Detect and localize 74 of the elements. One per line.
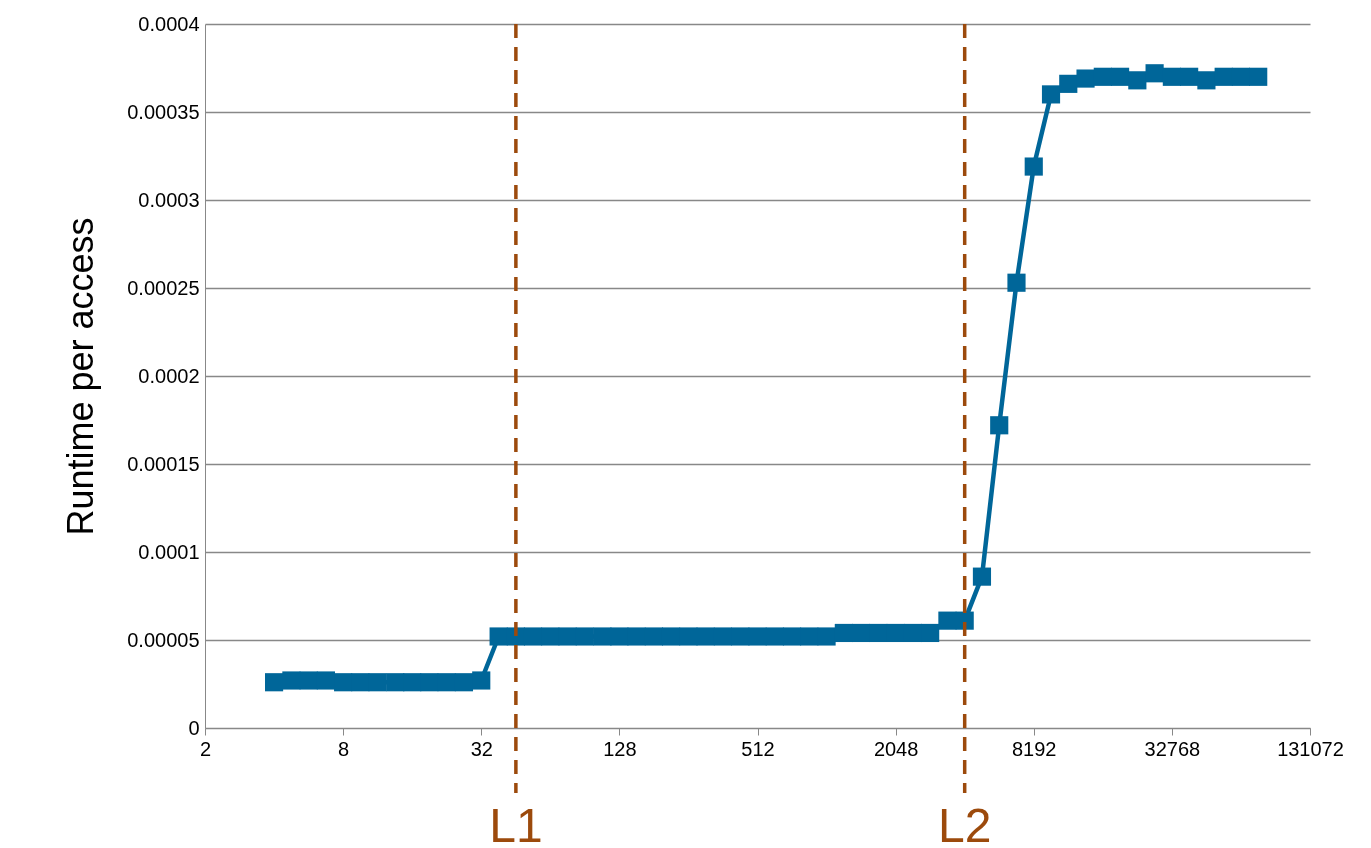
- x-tick-label: 32768: [1144, 737, 1201, 760]
- x-tick-label: 8192: [1012, 737, 1057, 760]
- point: [1145, 64, 1164, 83]
- point: [264, 673, 284, 692]
- y-tick-label: 0.0002: [138, 364, 200, 387]
- x-tick-label: 8: [338, 737, 350, 760]
- point: [437, 673, 456, 692]
- y-tick-label: 0.00005: [127, 628, 200, 651]
- point: [852, 623, 871, 643]
- point: [921, 623, 940, 643]
- point: [800, 627, 819, 646]
- point: [713, 627, 733, 646]
- point: [558, 627, 577, 646]
- ref-line-label: L1: [489, 799, 543, 848]
- point: [1059, 74, 1078, 93]
- point: [1093, 67, 1112, 86]
- y-axis-title: Runtime per access: [60, 217, 102, 536]
- point: [696, 627, 715, 646]
- point: [644, 627, 663, 646]
- point: [316, 671, 335, 690]
- point: [1007, 273, 1026, 292]
- point: [972, 567, 992, 586]
- x-tick-label: 128: [603, 737, 637, 760]
- point: [1197, 71, 1216, 90]
- y-tick-label: 0.0004: [138, 12, 200, 35]
- point: [472, 671, 491, 690]
- y-tick-label: 0.00015: [127, 452, 200, 475]
- point: [1162, 67, 1181, 86]
- point: [334, 673, 353, 692]
- x-tick-label: 512: [741, 737, 775, 760]
- point: [1041, 85, 1061, 104]
- point: [1180, 67, 1199, 86]
- point: [541, 627, 560, 646]
- point: [661, 627, 681, 646]
- point: [955, 611, 974, 630]
- point: [817, 627, 836, 646]
- point: [731, 627, 750, 646]
- y-tick-label: 0.0001: [138, 540, 200, 563]
- point: [765, 627, 784, 646]
- point: [627, 627, 646, 646]
- point: [990, 416, 1009, 435]
- point: [403, 673, 422, 692]
- point: [386, 673, 405, 692]
- point: [1231, 67, 1251, 86]
- point: [886, 623, 905, 643]
- point: [903, 623, 922, 643]
- point: [368, 673, 387, 692]
- x-tick-label: 131072: [1277, 737, 1344, 760]
- point: [834, 623, 853, 643]
- point: [938, 611, 957, 630]
- point: [748, 627, 767, 646]
- point: [1214, 67, 1233, 86]
- y-tick-label: 0: [188, 716, 200, 739]
- x-tick-label: 2: [199, 737, 212, 760]
- point: [575, 627, 594, 646]
- y-tick-label: 0.0003: [138, 188, 200, 211]
- point: [869, 623, 888, 643]
- point: [1111, 67, 1130, 86]
- point: [454, 673, 474, 692]
- point: [489, 627, 508, 646]
- point: [1076, 69, 1095, 88]
- x-tick-label: 2048: [873, 737, 919, 760]
- point: [420, 673, 439, 692]
- point: [1024, 157, 1043, 176]
- point: [523, 627, 543, 646]
- point: [1249, 67, 1268, 86]
- point: [299, 671, 318, 690]
- ref-line-label: L2: [937, 799, 992, 848]
- x-tick-label: 32: [470, 737, 493, 760]
- y-tick-label: 0.00035: [127, 100, 200, 123]
- point: [282, 671, 301, 690]
- point: [1128, 71, 1147, 90]
- y-tick-label: 0.00025: [127, 276, 200, 299]
- point: [782, 627, 802, 646]
